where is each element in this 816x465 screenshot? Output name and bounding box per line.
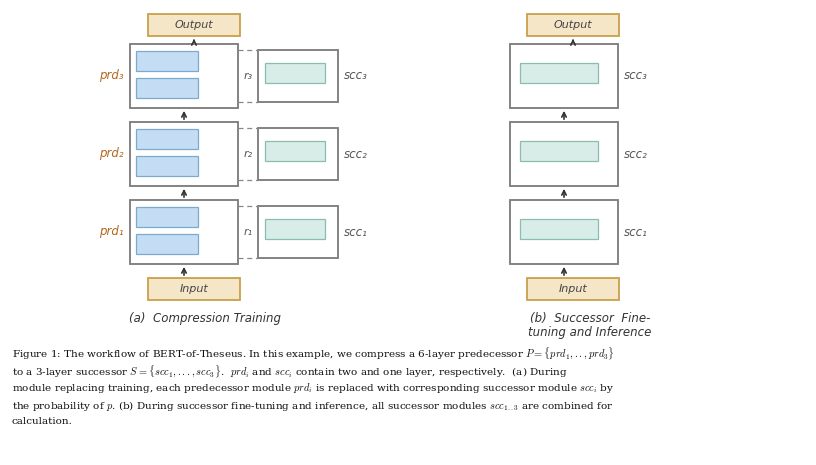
Text: (a)  Compression Training: (a) Compression Training — [129, 312, 281, 325]
Text: to a 3-layer successor $S = \{scc_1, ..., scc_3\}$.  $prd_i$ and $scc_i$ contain: to a 3-layer successor $S = \{scc_1, ...… — [12, 363, 568, 379]
Bar — [130, 122, 238, 186]
Text: tuning and Inference: tuning and Inference — [528, 326, 652, 339]
Bar — [136, 129, 198, 149]
Text: scc₃: scc₃ — [344, 69, 368, 82]
Text: scc₁: scc₁ — [624, 226, 648, 239]
Text: scc₂: scc₂ — [624, 147, 648, 160]
Bar — [258, 50, 338, 102]
Text: prd₃: prd₃ — [100, 69, 124, 82]
Text: module replacing training, each predecessor module $prd_i$ is replaced with corr: module replacing training, each predeces… — [12, 381, 614, 395]
Text: Input: Input — [180, 284, 208, 294]
Bar — [258, 128, 338, 180]
Bar — [265, 219, 325, 239]
Text: r₃: r₃ — [243, 71, 253, 81]
Text: the probability of $p$. (b) During successor fine-tuning and inference, all succ: the probability of $p$. (b) During succe… — [12, 399, 614, 413]
Bar — [148, 14, 240, 36]
Text: scc₂: scc₂ — [344, 147, 368, 160]
Bar — [148, 278, 240, 300]
Bar — [136, 51, 198, 71]
Bar — [510, 200, 618, 264]
Bar — [136, 207, 198, 227]
Text: scc₃: scc₃ — [624, 69, 648, 82]
Bar — [510, 44, 618, 108]
Bar — [130, 200, 238, 264]
Bar — [520, 141, 598, 161]
Bar — [265, 63, 325, 83]
Bar — [136, 234, 198, 254]
Bar — [258, 206, 338, 258]
Text: Output: Output — [175, 20, 213, 30]
Text: prd₁: prd₁ — [100, 226, 124, 239]
Text: (b)  Successor  Fine-: (b) Successor Fine- — [530, 312, 650, 325]
Bar — [527, 278, 619, 300]
Text: Output: Output — [554, 20, 592, 30]
Text: r₁: r₁ — [243, 227, 253, 237]
Text: r₂: r₂ — [243, 149, 253, 159]
Text: calculation.: calculation. — [12, 417, 73, 426]
Text: prd₂: prd₂ — [100, 147, 124, 160]
Bar — [527, 14, 619, 36]
Text: scc₁: scc₁ — [344, 226, 368, 239]
Bar — [136, 156, 198, 176]
Bar — [520, 63, 598, 83]
Text: Figure 1: The workflow of BERT-of-Theseus. In this example, we compress a 6-laye: Figure 1: The workflow of BERT-of-Theseu… — [12, 345, 615, 361]
Bar — [130, 44, 238, 108]
Bar — [136, 78, 198, 98]
Bar — [265, 141, 325, 161]
Bar — [510, 122, 618, 186]
Bar — [520, 219, 598, 239]
Text: Input: Input — [559, 284, 588, 294]
